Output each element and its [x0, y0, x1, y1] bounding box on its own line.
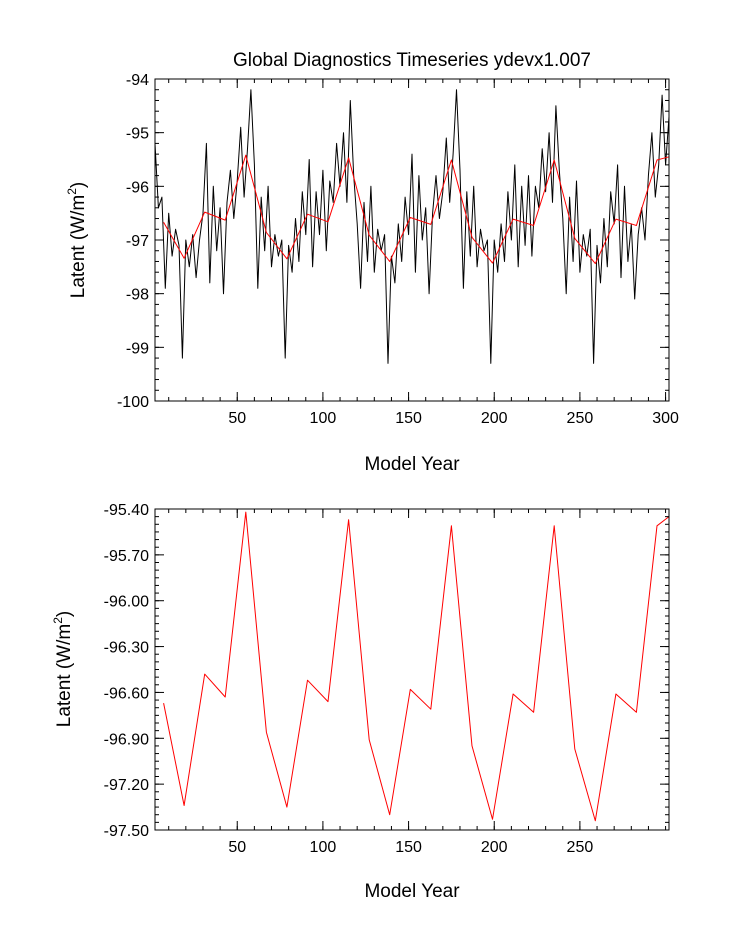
top-y-tick-label: -96	[126, 179, 149, 196]
bottom-tick-group: -95.40 -95.70 -96.00 -96.30 -96.60 -96.90 -97.…	[104, 502, 669, 856]
top-panel: Global Diagnostics Timeseries ydevx1.007…	[65, 50, 679, 475]
top-x-tick-label: 300	[652, 410, 679, 427]
top-x-tick-label: 100	[310, 410, 337, 427]
bottom-panel: -95.40 -95.70 -96.00 -96.30 -96.60 -96.90 -97.…	[51, 502, 670, 902]
top-x-axis-title: Model Year	[364, 454, 460, 475]
top-y-tick-label: -98	[126, 287, 149, 304]
bottom-y-tick-label: -96.90	[104, 731, 149, 748]
bottom-x-tick-label: 50	[228, 839, 246, 856]
bottom-y-axis-title-sup: 2	[51, 617, 65, 624]
top-y-tick-label: -95	[126, 126, 149, 143]
top-y-axis-title-main: Latent (W/m	[68, 195, 89, 298]
top-series-group	[154, 89, 670, 364]
top-tick-group: -94 -95 -96 -97 -98 -99 -100 50 100 150 200 250 300	[117, 72, 679, 427]
bottom-y-axis-title-close: )	[54, 611, 75, 617]
bottom-y-tick-label: -96.00	[104, 594, 149, 611]
bottom-x-tick-label: 150	[395, 839, 422, 856]
top-y-tick-label: -94	[126, 72, 149, 89]
bottom-y-tick-label: -95.70	[104, 548, 149, 565]
bottom-y-tick-label: -97.20	[104, 777, 149, 794]
top-y-tick-label: -97	[126, 233, 149, 250]
top-plot-frame	[154, 78, 670, 402]
top-y-tick-label: -100	[117, 394, 149, 411]
top-chart-title: Global Diagnostics Timeseries ydevx1.007	[233, 50, 591, 71]
top-y-axis-title-close: )	[68, 182, 89, 188]
bottom-x-tick-label: 250	[567, 839, 594, 856]
top-x-tick-label: 50	[228, 410, 246, 427]
bottom-y-axis-title: Latent (W/m2)	[51, 611, 75, 728]
bottom-y-tick-label: -96.60	[104, 685, 149, 702]
top-y-axis-title: Latent (W/m2)	[65, 182, 89, 299]
bottom-x-tick-label: 200	[481, 839, 508, 856]
bottom-y-tick-label: -95.40	[104, 502, 149, 519]
top-y-tick-label: -99	[126, 340, 149, 357]
bottom-y-tick-label: -97.50	[104, 823, 149, 840]
bottom-series-group	[163, 511, 670, 822]
bottom-y-tick-label: -96.30	[104, 640, 149, 657]
bottom-series-line-running-mean	[163, 511, 670, 822]
top-x-tick-label: 150	[395, 410, 422, 427]
bottom-x-tick-label: 100	[310, 839, 337, 856]
bottom-x-axis-title: Model Year	[364, 881, 460, 902]
top-series-line-annual	[154, 89, 670, 364]
bottom-y-axis-title-main: Latent (W/m	[54, 624, 75, 727]
bottom-plot-frame	[154, 508, 670, 831]
top-y-axis-title-sup: 2	[65, 188, 79, 195]
top-series-line-running-mean	[163, 154, 670, 265]
top-x-tick-label: 200	[481, 410, 508, 427]
top-x-tick-label: 250	[567, 410, 594, 427]
